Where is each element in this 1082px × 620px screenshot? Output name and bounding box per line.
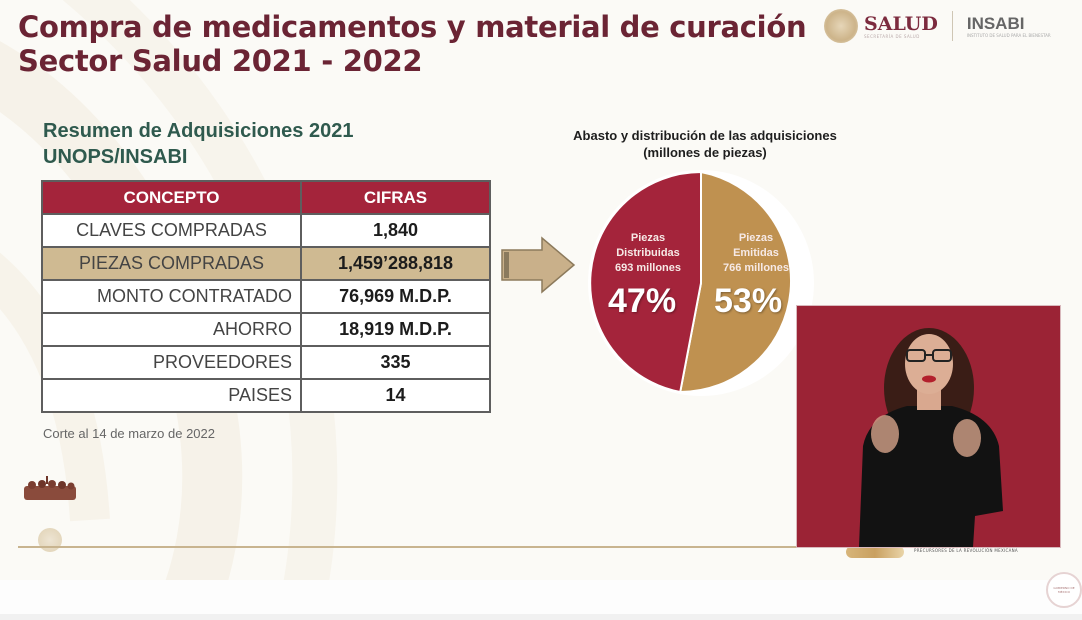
logo-divider (951, 11, 953, 41)
summary-title: Resumen de Adquisiciones 2021 UNOPS/INSA… (43, 118, 353, 170)
row-value: 76,969 M.D.P. (300, 279, 491, 314)
row-concept: CLAVES COMPRADAS (41, 213, 302, 248)
table-row: MONTO CONTRATADO 76,969 M.D.P. (41, 279, 491, 314)
insabi-logo-text: INSABI (966, 13, 1025, 33)
chart-subtitle-text: (millones de piezas) (643, 145, 767, 160)
header-logos: SALUD SECRETARÍA DE SALUD INSABI INSTITU… (824, 6, 1051, 46)
label-line: 693 millones (614, 262, 682, 274)
sign-language-interpreter-video (796, 305, 1061, 548)
title-line-2: Sector Salud 2021 - 2022 (18, 44, 423, 78)
summary-table: CONCEPTO CIFRAS CLAVES COMPRADAS 1,840 P… (41, 180, 491, 413)
footer-divider (18, 546, 848, 548)
pie-label-distribuidas: Piezas Distribuidas 693 millones (596, 231, 700, 276)
table-row: PROVEEDORES 335 (41, 345, 491, 380)
badge-text: GOBIERNO DE MÉXICO (1053, 586, 1075, 594)
cutoff-note: Corte al 14 de marzo de 2022 (43, 426, 215, 441)
summary-title-line-1: Resumen de Adquisiciones 2021 (43, 120, 354, 142)
gobierno-mexico-badge-icon: GOBIERNO DE MÉXICO (1046, 572, 1082, 608)
mexico-seal-icon (824, 9, 858, 43)
table-row-highlighted: PIEZAS COMPRADAS 1,459’288,818 (41, 246, 491, 281)
row-concept: PAISES (41, 378, 302, 413)
table-header-row: CONCEPTO CIFRAS (41, 180, 491, 215)
label-line: Piezas (738, 232, 774, 244)
row-concept: PROVEEDORES (41, 345, 302, 380)
presentation-slide: Compra de medicamentos y material de cur… (0, 6, 1061, 580)
slide-title: Compra de medicamentos y material de cur… (18, 10, 807, 78)
table-row: CLAVES COMPRADAS 1,840 (41, 213, 491, 248)
pie-chart (588, 170, 814, 396)
row-concept: MONTO CONTRATADO (41, 279, 302, 314)
label-line: Distribuidas (616, 247, 680, 259)
label-line: Piezas (630, 232, 666, 244)
pie-slice-emitidas (678, 170, 793, 394)
chart-title-text: Abasto y distribución de las adquisicion… (573, 128, 837, 143)
right-arrow-icon (501, 236, 576, 294)
row-value: 18,919 M.D.P. (300, 312, 491, 347)
pie-slice-distribuidas (589, 170, 702, 394)
bottom-strip (0, 580, 1082, 620)
column-header-cifras: CIFRAS (300, 180, 491, 215)
row-value: 1,840 (300, 213, 491, 248)
chart-title: Abasto y distribución de las adquisicion… (520, 127, 890, 161)
label-line: Emitidas (733, 247, 779, 259)
bottom-edge (0, 614, 1082, 620)
insabi-logo: INSABI INSTITUTO DE SALUD PARA EL BIENES… (966, 13, 1051, 38)
salud-logo-subtext: SECRETARÍA DE SALUD (864, 33, 920, 39)
insabi-logo-subtext: INSTITUTO DE SALUD PARA EL BIENESTAR (966, 32, 1051, 38)
row-concept: PIEZAS COMPRADAS (41, 246, 302, 281)
historical-figures-icon (24, 476, 76, 500)
interpreter-figure (797, 306, 1060, 547)
salud-logo-text: SALUD (864, 12, 938, 35)
summary-title-line-2: UNOPS/INSABI (43, 146, 188, 168)
label-line: 766 millones (722, 262, 790, 274)
column-header-concepto: CONCEPTO (41, 180, 302, 215)
footer-brush-stroke (846, 546, 904, 558)
table-row: PAISES 14 (41, 378, 491, 413)
row-value: 335 (300, 345, 491, 380)
pie-pct-distribuidas: 47% (608, 282, 677, 320)
pie-label-emitidas: Piezas Emitidas 766 millones (704, 231, 808, 276)
row-value: 1,459’288,818 (300, 246, 491, 281)
footer-caption: PRECURSORES DE LA REVOLUCIÓN MEXICANA (914, 548, 1018, 553)
footer-seal-icon (38, 528, 62, 552)
row-concept: AHORRO (41, 312, 302, 347)
title-line-1: Compra de medicamentos y material de cur… (18, 10, 807, 44)
table-row: AHORRO 18,919 M.D.P. (41, 312, 491, 347)
row-value: 14 (300, 378, 491, 413)
salud-logo: SALUD SECRETARÍA DE SALUD (858, 14, 938, 39)
pie-pct-emitidas: 53% (714, 282, 783, 320)
